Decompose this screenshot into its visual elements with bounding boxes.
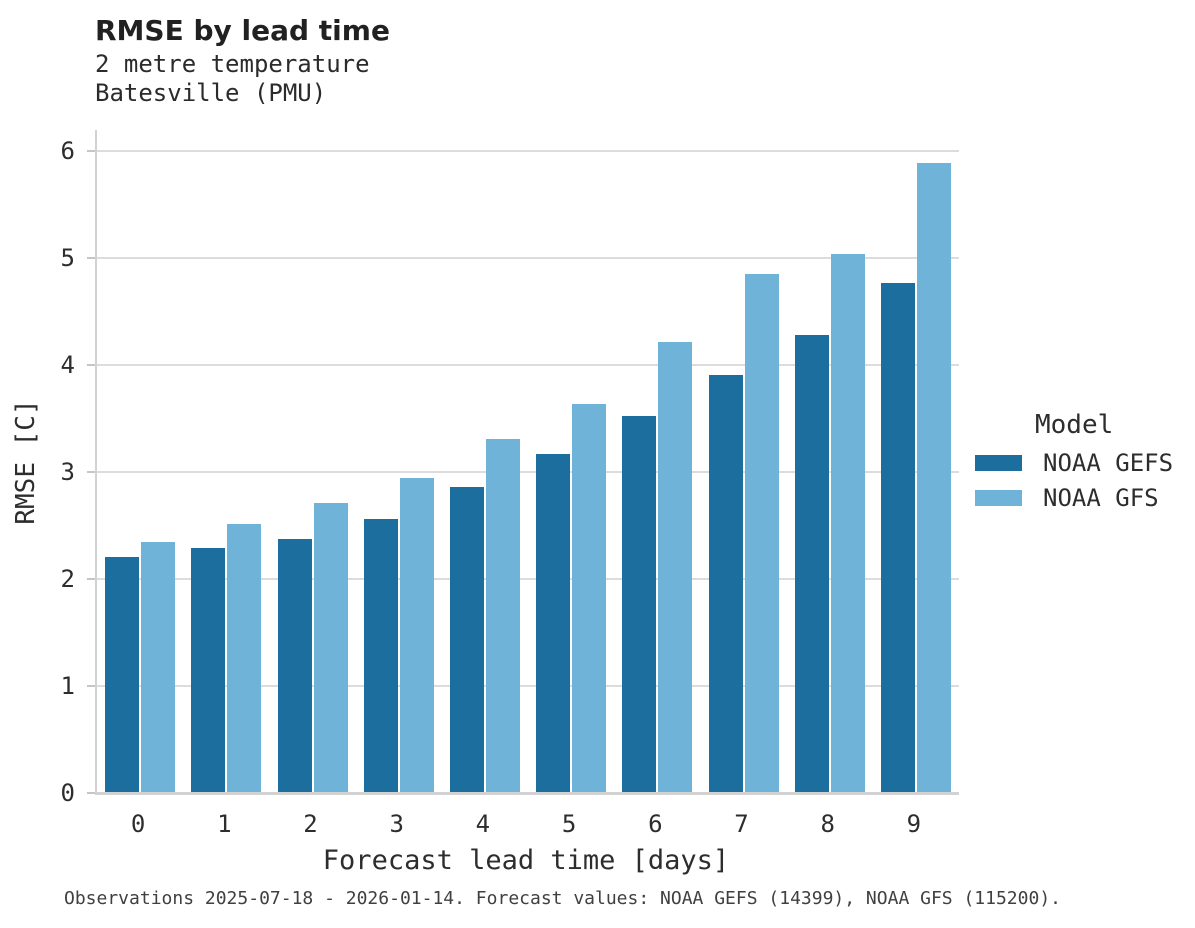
y-tick-mark-3: [87, 471, 95, 474]
gridline-y-6: [97, 150, 959, 153]
bar-noaa-gefs-lead-7: [708, 374, 743, 793]
x-tick-label-2: 2: [303, 810, 318, 838]
y-tick-label-2: 2: [60, 565, 75, 594]
y-tick-label-3: 3: [60, 458, 75, 487]
bar-noaa-gefs-lead-4: [449, 487, 484, 793]
chart-subtitle-line-2: Batesville (PMU): [95, 79, 327, 107]
legend-swatch-noaa-gfs: [975, 490, 1022, 506]
y-tick-mark-6: [87, 150, 95, 153]
bar-noaa-gefs-lead-3: [363, 519, 398, 793]
legend-label-noaa-gfs: NOAA GFS: [1043, 484, 1159, 512]
bar-noaa-gfs-lead-9: [916, 163, 951, 793]
bar-noaa-gefs-lead-5: [536, 454, 571, 793]
x-tick-label-0: 0: [130, 810, 146, 838]
plot-area: [87, 130, 959, 795]
chart-subtitle-line-1: 2 metre temperature: [95, 50, 370, 78]
x-tick-label-9: 9: [906, 810, 922, 838]
x-axis-title: Forecast lead time [days]: [322, 845, 730, 876]
bar-noaa-gefs-lead-2: [277, 538, 312, 793]
y-tick-label-0: 0: [60, 779, 75, 807]
y-tick-mark-2: [87, 578, 95, 581]
bar-noaa-gfs-lead-3: [399, 477, 434, 793]
bar-noaa-gefs-lead-1: [191, 548, 226, 793]
bar-noaa-gefs-lead-0: [105, 556, 140, 793]
bar-noaa-gefs-lead-9: [880, 282, 915, 793]
y-tick-mark-5: [87, 257, 95, 260]
chart-subtitle: 2 metre temperature Batesville (PMU): [95, 50, 370, 108]
bar-noaa-gfs-lead-7: [744, 274, 779, 793]
legend-swatch-noaa-gefs: [975, 455, 1022, 471]
x-tick-label-7: 7: [734, 810, 749, 838]
x-axis-line: [95, 792, 959, 795]
gridline-y-3: [97, 471, 959, 474]
bar-noaa-gefs-lead-6: [622, 415, 657, 793]
legend-title: Model: [1035, 410, 1114, 440]
bar-noaa-gfs-lead-5: [572, 403, 607, 793]
bar-noaa-gfs-lead-1: [227, 523, 262, 793]
bar-noaa-gfs-lead-8: [830, 254, 865, 793]
x-tick-label-6: 6: [648, 810, 663, 838]
x-tick-label-1: 1: [217, 810, 232, 838]
y-tick-label-1: 1: [60, 672, 75, 701]
caption: Observations 2025-07-18 - 2026-01-14. Fo…: [64, 888, 1061, 909]
y-tick-label-5: 5: [60, 244, 75, 273]
gridline-y-1: [97, 685, 959, 688]
x-tick-label-3: 3: [389, 810, 404, 838]
gridline-y-2: [97, 578, 959, 581]
x-tick-label-5: 5: [561, 810, 577, 838]
y-tick-label-4: 4: [60, 351, 75, 380]
bar-noaa-gfs-lead-0: [141, 541, 176, 793]
x-tick-label-4: 4: [475, 810, 491, 838]
y-tick-label-6: 6: [60, 137, 75, 166]
y-tick-mark-0: [87, 792, 95, 794]
bar-noaa-gfs-lead-6: [658, 341, 693, 793]
gridline-y-5: [97, 257, 959, 260]
y-tick-mark-1: [87, 685, 95, 688]
chart-title: RMSE by lead time: [95, 14, 390, 47]
y-tick-mark-4: [87, 364, 95, 367]
x-tick-label-8: 8: [820, 810, 835, 838]
bar-noaa-gfs-lead-4: [485, 439, 520, 793]
legend-label-noaa-gefs: NOAA GEFS: [1043, 449, 1174, 477]
gridline-y-4: [97, 364, 959, 367]
bar-noaa-gefs-lead-8: [794, 335, 829, 793]
bar-noaa-gfs-lead-2: [313, 503, 348, 793]
